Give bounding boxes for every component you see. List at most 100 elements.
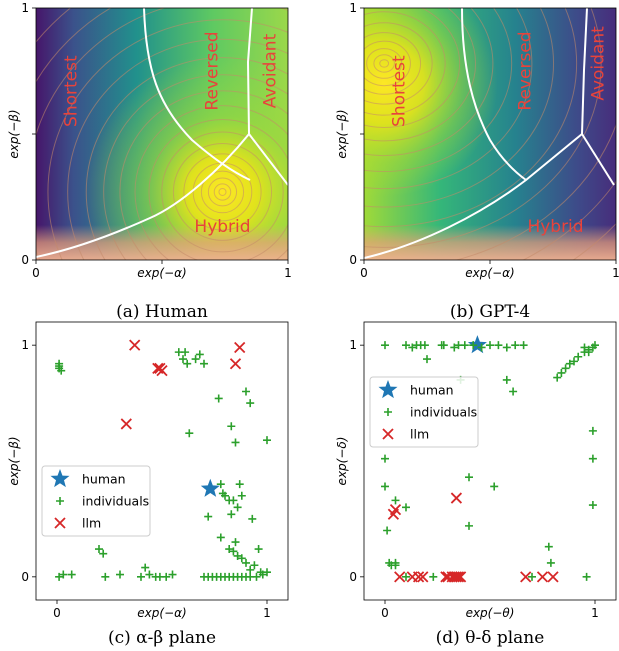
contour-line [119, 90, 288, 260]
individual-point [570, 357, 578, 366]
individual-point [233, 551, 242, 560]
individual-point [528, 572, 536, 581]
contour-line [67, 38, 288, 260]
individual-point [246, 399, 255, 408]
legend-label-human: human [82, 472, 126, 487]
panel-b: Shortest Reversed Avoidant Hybrid 0 1 0 1 exp(−… [335, 1, 619, 280]
individual-point [439, 341, 448, 350]
legend-box [369, 376, 479, 448]
contour-line [364, 8, 494, 157]
llm-point [547, 571, 559, 583]
panel-a: Shortest Reversed Avoidant Hybrid 0 1 0 1 exp(−… [7, 1, 292, 280]
individual-point [465, 521, 473, 530]
legend-label-individuals: individuals [82, 494, 149, 509]
llm-point [417, 571, 429, 583]
individual-point [263, 568, 271, 577]
individual-point [229, 496, 238, 505]
individual-point [231, 538, 240, 547]
individual-point [57, 366, 66, 375]
llm-point [234, 341, 246, 354]
x-axis-label: exp(−θ) [466, 606, 515, 620]
y-tick-label: 1 [21, 338, 29, 352]
region-label-hybrid: Hybrid [527, 217, 583, 237]
individual-point [254, 545, 263, 554]
contour-line [200, 170, 245, 214]
individual-point [402, 503, 410, 512]
caption-a: (a) Human [116, 302, 208, 322]
individual-point [204, 512, 213, 521]
contour-line [218, 187, 227, 196]
individual-point [429, 572, 438, 581]
legend-label-llm: llm [82, 516, 101, 531]
contour-line [207, 177, 238, 207]
individual-point [246, 565, 255, 574]
llm-point [520, 571, 532, 583]
individual-point [591, 341, 599, 350]
individual-point [460, 341, 469, 350]
plot-frame-c [35, 321, 289, 601]
contour-line [364, 8, 477, 142]
individual-point [95, 545, 103, 554]
legend-marker-individuals [56, 497, 64, 505]
individual-point [101, 572, 110, 581]
llm-point [129, 339, 141, 351]
individual-point [195, 350, 204, 359]
contour-line [148, 118, 288, 260]
region-boundaries-a [36, 8, 288, 258]
individual-point [465, 473, 473, 482]
individual-point [242, 387, 250, 396]
y-tick-label: 1 [349, 338, 357, 352]
individual-point [381, 454, 389, 463]
contour-line [379, 59, 390, 68]
contour-line [364, 8, 513, 173]
legend-marker-llm [54, 517, 66, 529]
individual-point [584, 348, 593, 357]
llm-point [412, 571, 425, 583]
x-axis-label: exp(−α) [137, 266, 186, 280]
region-label-reversed: Reversed [202, 31, 222, 110]
x-tick-label: 1 [284, 266, 292, 280]
legend-label-human: human [410, 383, 454, 398]
llm-point [120, 418, 132, 430]
contour-line [364, 8, 461, 128]
individual-point [229, 547, 238, 556]
individual-point [141, 563, 150, 572]
individual-point [237, 554, 246, 563]
individual-point [231, 438, 240, 447]
individual-point [242, 558, 250, 567]
individual-point [248, 514, 257, 523]
contour-line [47, 19, 288, 260]
individual-point [391, 561, 400, 570]
contour-line [161, 131, 284, 253]
region-label-hybrid: Hybrid [194, 217, 250, 237]
individual-point [99, 549, 108, 558]
individual-point [55, 572, 64, 581]
contour-line [373, 54, 395, 73]
individual-point [381, 341, 389, 350]
individual-point [519, 341, 528, 350]
individual-point [588, 454, 597, 463]
individual-point [221, 491, 229, 500]
contour-line [364, 11, 446, 116]
panel-d: 0 1 0 1 exp(−θ) exp(−δ) human individuals llm [335, 321, 617, 620]
y-tick-label: 1 [21, 1, 29, 15]
individual-point [252, 572, 261, 581]
individual-point [116, 570, 124, 579]
llm-point [450, 571, 463, 583]
y-axis-label: exp(−β) [7, 109, 21, 158]
contour-line [364, 8, 578, 228]
legend-marker-human [50, 469, 70, 488]
individual-point [544, 542, 553, 551]
individual-point [553, 373, 562, 382]
human-point [200, 478, 220, 497]
individual-point [181, 348, 190, 357]
individual-point [137, 572, 145, 581]
individual-point [227, 510, 236, 519]
individual-point [227, 422, 236, 431]
contour-line [85, 57, 288, 260]
individual-point [477, 343, 486, 352]
region-label-shortest: Shortest [61, 55, 81, 127]
individual-point [179, 355, 187, 364]
individual-point [235, 480, 244, 489]
